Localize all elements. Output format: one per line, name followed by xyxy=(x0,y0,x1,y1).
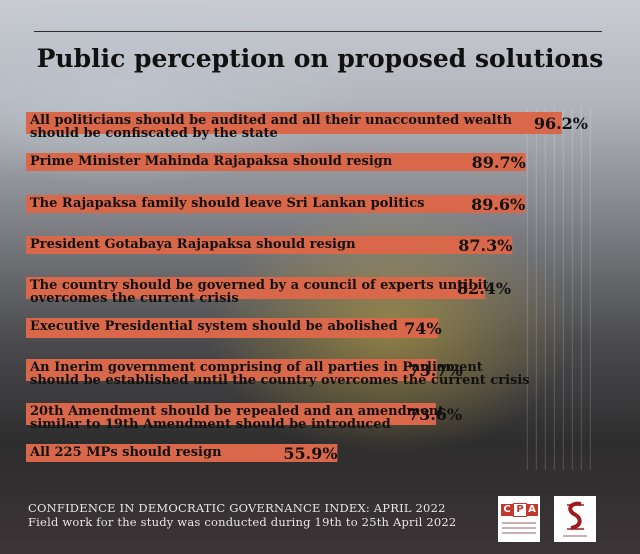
bar-category-label: President Gotabaya Rajapaksa should resi… xyxy=(30,237,356,252)
cpa-logo-subtext xyxy=(502,522,536,524)
bar-value-label: 74% xyxy=(404,318,442,338)
social-scientists-logo xyxy=(554,496,596,542)
bar xyxy=(26,236,513,254)
bar-value-label: 55.9% xyxy=(283,443,338,463)
cpa-logo-subtext xyxy=(502,532,536,534)
bar xyxy=(26,112,562,134)
bar-value-label: 87.3% xyxy=(458,235,513,255)
bar-category-label: 20th Amendment should be repealed and an… xyxy=(30,404,445,419)
bar-category-label: An Inerim government comprising of all p… xyxy=(30,360,483,375)
footer-fieldwork-note: Field work for the study was conducted d… xyxy=(28,515,457,529)
bar xyxy=(26,195,526,213)
cpa-logo-subtext xyxy=(502,527,536,529)
bar xyxy=(26,318,439,338)
bar-category-label: All 225 MPs should resign xyxy=(30,445,222,460)
cpa-logo: C P A xyxy=(498,496,540,542)
bar-category-label: Prime Minister Mahinda Rajapaksa should … xyxy=(30,154,393,169)
bar-value-label: 73.7% xyxy=(408,360,463,380)
bar-category-label: Executive Presidential system should be … xyxy=(30,319,398,334)
bar-category-label: overcomes the current crisis xyxy=(30,291,239,306)
bar-value-label: 82.4% xyxy=(456,278,512,298)
bar-category-label: should be established until the country … xyxy=(30,373,530,388)
bar xyxy=(26,403,436,425)
bar-value-label: 96.2% xyxy=(533,113,588,133)
chart-title: Public perception on proposed solutions xyxy=(36,44,604,73)
bar-category-label: similar to 19th Amendment should be intr… xyxy=(30,417,391,432)
bar-value-label: 89.7% xyxy=(471,152,526,172)
bar xyxy=(26,153,526,171)
top-rule xyxy=(34,31,602,32)
bar-category-label: The country should be governed by a coun… xyxy=(30,278,489,293)
bar-value-label: 89.6% xyxy=(471,194,526,214)
bar xyxy=(26,277,485,299)
bar-category-label: should be confiscated by the state xyxy=(30,126,278,141)
social-scientists-logo-mark xyxy=(563,501,587,537)
cpa-logo-p: P xyxy=(513,503,527,517)
bar-category-label: All politicians should be audited and al… xyxy=(30,113,513,128)
bottom-rule xyxy=(34,491,602,492)
bar-category-label: The Rajapaksa family should leave Sri La… xyxy=(30,196,425,211)
cpa-logo-c: C xyxy=(501,504,513,516)
bar xyxy=(26,444,338,462)
bar-value-label: 73.6% xyxy=(407,404,463,424)
footer-index-title: CONFIDENCE IN DEMOCRATIC GOVERNANCE INDE… xyxy=(28,501,446,515)
cpa-logo-a: A xyxy=(526,504,538,516)
bar xyxy=(26,359,437,381)
